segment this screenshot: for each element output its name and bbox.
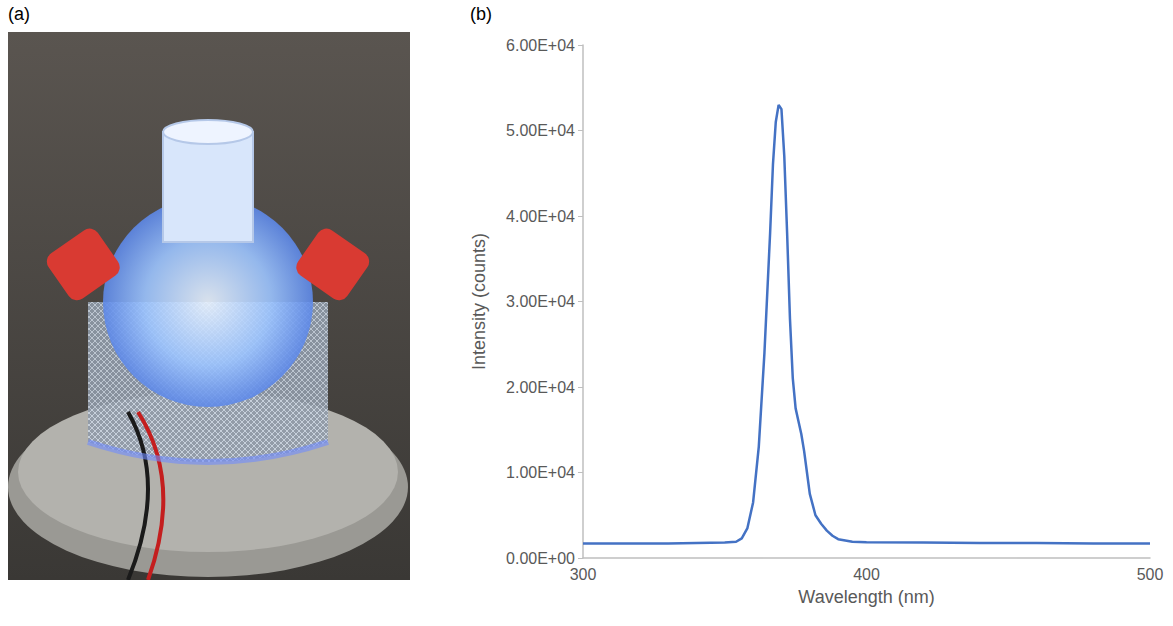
svg-text:3.00E+04: 3.00E+04 <box>506 293 575 310</box>
svg-text:400: 400 <box>853 566 880 583</box>
svg-text:0.00E+00: 0.00E+00 <box>506 550 575 567</box>
svg-text:Wavelength (nm): Wavelength (nm) <box>798 587 934 607</box>
svg-text:1.00E+04: 1.00E+04 <box>506 464 575 481</box>
html-text:(a): (a) <box>8 4 30 24</box>
svg-text:500: 500 <box>1137 566 1164 583</box>
html-text:(b): (b) <box>470 4 492 24</box>
svg-text:5.00E+04: 5.00E+04 <box>506 122 575 139</box>
svg-text:300: 300 <box>570 566 597 583</box>
svg-text:Intensity (counts): Intensity (counts) <box>469 233 489 370</box>
svg-text:2.00E+04: 2.00E+04 <box>506 379 575 396</box>
svg-text:6.00E+04: 6.00E+04 <box>506 37 575 54</box>
svg-text:4.00E+04: 4.00E+04 <box>506 208 575 225</box>
